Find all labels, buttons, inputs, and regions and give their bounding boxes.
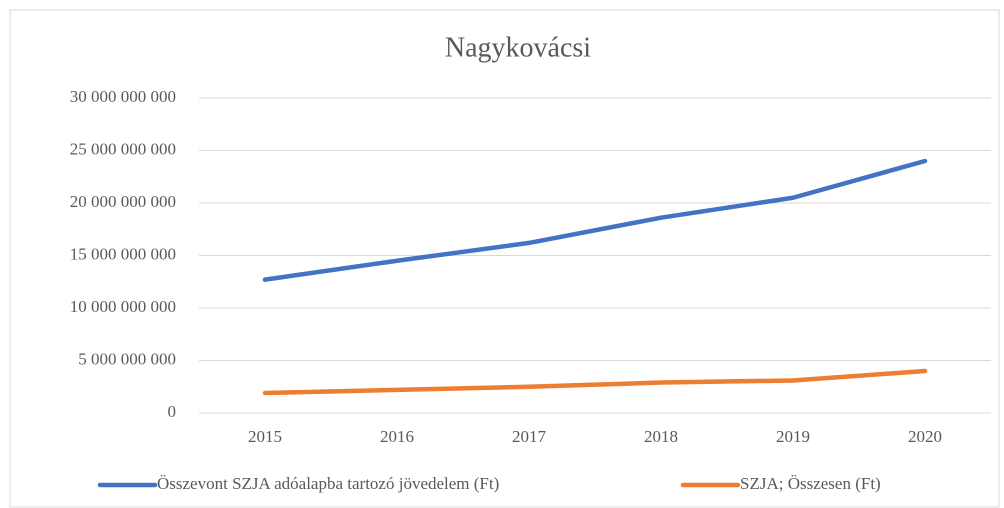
y-tick-label: 30 000 000 000: [70, 87, 176, 106]
series-line: [262, 368, 928, 396]
legend-label: SZJA; Összesen (Ft): [740, 474, 881, 493]
series-line: [262, 158, 928, 282]
chart-frame: [9, 9, 1000, 508]
y-tick-label: 20 000 000 000: [70, 192, 176, 211]
legend-label: Összevont SZJA adóalapba tartozó jövedel…: [157, 474, 499, 493]
y-tick-label: 15 000 000 000: [70, 244, 176, 263]
x-tick-label: 2020: [908, 427, 942, 446]
x-tick-label: 2019: [776, 427, 810, 446]
y-tick-label: 5 000 000 000: [78, 349, 176, 368]
y-tick-label: 10 000 000 000: [70, 297, 176, 316]
y-tick-label: 25 000 000 000: [70, 139, 176, 158]
x-tick-label: 2017: [512, 427, 547, 446]
x-tick-label: 2016: [380, 427, 414, 446]
x-tick-label: 2015: [248, 427, 282, 446]
y-tick-label: 0: [168, 402, 177, 421]
x-tick-label: 2018: [644, 427, 678, 446]
chart-title: Nagykovácsi: [445, 32, 591, 63]
